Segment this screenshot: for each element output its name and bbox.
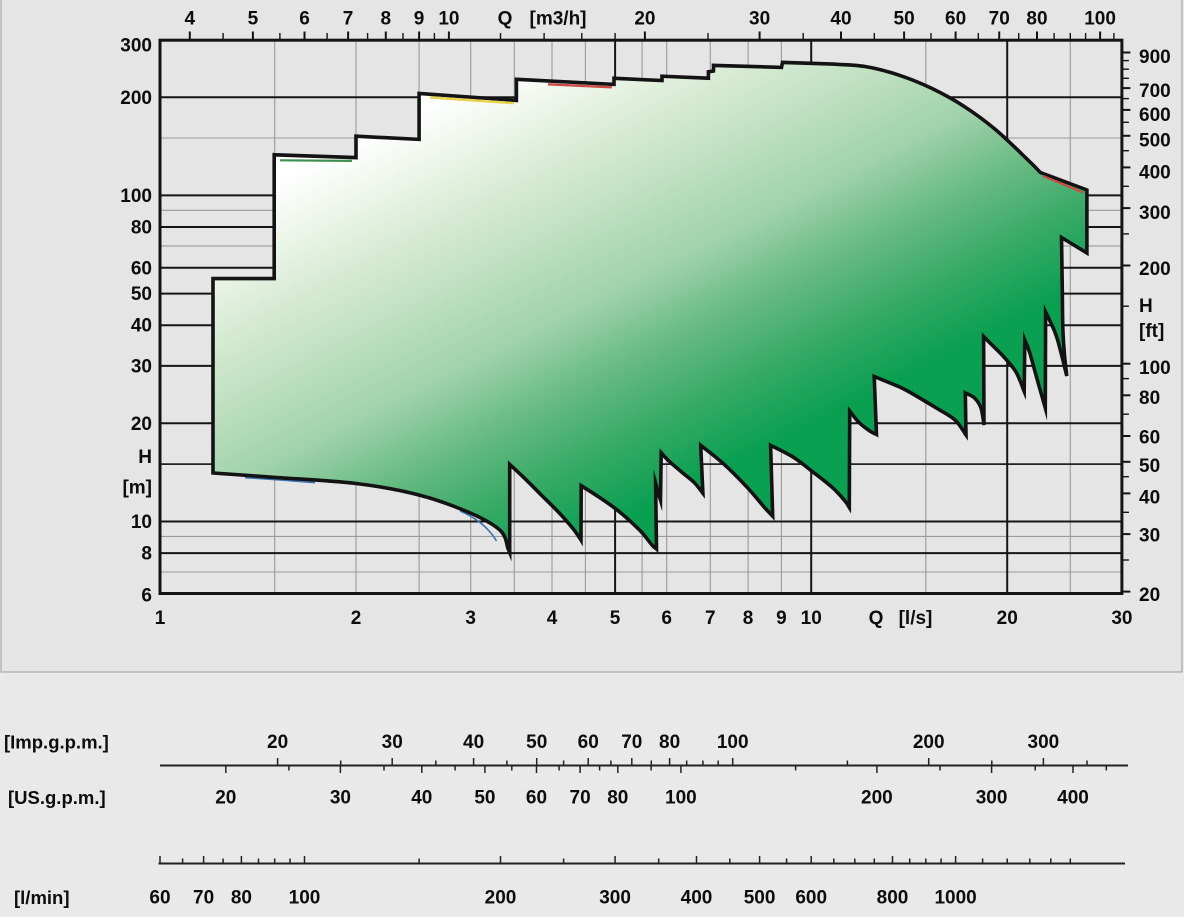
- svg-text:60: 60: [131, 258, 152, 279]
- svg-text:600: 600: [795, 888, 827, 909]
- svg-text:80: 80: [607, 788, 628, 809]
- svg-text:50: 50: [131, 284, 152, 305]
- svg-text:300: 300: [976, 788, 1008, 809]
- svg-text:5: 5: [248, 9, 259, 30]
- svg-text:[l/s]: [l/s]: [899, 608, 933, 629]
- svg-text:60: 60: [149, 888, 170, 909]
- svg-text:300: 300: [1139, 203, 1171, 224]
- svg-text:700: 700: [1139, 81, 1171, 102]
- svg-text:30: 30: [1111, 608, 1132, 629]
- svg-text:60: 60: [945, 9, 966, 30]
- svg-text:50: 50: [1139, 456, 1160, 477]
- svg-text:80: 80: [1026, 9, 1047, 30]
- svg-text:7: 7: [343, 9, 354, 30]
- svg-text:200: 200: [861, 788, 893, 809]
- svg-text:70: 70: [193, 888, 214, 909]
- svg-text:10: 10: [438, 9, 459, 30]
- svg-text:100: 100: [665, 788, 697, 809]
- svg-text:100: 100: [1139, 358, 1171, 379]
- svg-text:5: 5: [610, 608, 621, 629]
- svg-text:[US.g.p.m.]: [US.g.p.m.]: [8, 787, 106, 808]
- svg-text:6: 6: [141, 586, 152, 607]
- svg-text:60: 60: [578, 732, 599, 753]
- svg-text:80: 80: [131, 218, 152, 239]
- svg-text:300: 300: [120, 36, 152, 57]
- svg-text:200: 200: [485, 888, 517, 909]
- svg-text:4: 4: [185, 9, 196, 30]
- svg-text:40: 40: [830, 9, 851, 30]
- svg-text:H: H: [138, 447, 152, 468]
- svg-text:500: 500: [1139, 131, 1171, 152]
- svg-text:40: 40: [411, 788, 432, 809]
- svg-text:80: 80: [231, 888, 252, 909]
- svg-text:70: 70: [570, 788, 591, 809]
- svg-text:20: 20: [215, 788, 236, 809]
- svg-text:80: 80: [659, 732, 680, 753]
- svg-text:600: 600: [1139, 105, 1171, 126]
- svg-text:3: 3: [465, 608, 476, 629]
- svg-text:6: 6: [661, 608, 672, 629]
- svg-text:80: 80: [1139, 388, 1160, 409]
- svg-text:30: 30: [330, 788, 351, 809]
- svg-text:9: 9: [414, 9, 425, 30]
- svg-text:2: 2: [351, 608, 362, 629]
- svg-text:200: 200: [913, 732, 945, 753]
- svg-text:20: 20: [267, 732, 288, 753]
- svg-text:400: 400: [1057, 788, 1089, 809]
- svg-text:500: 500: [744, 888, 776, 909]
- svg-text:100: 100: [289, 888, 321, 909]
- svg-text:[ft]: [ft]: [1139, 321, 1164, 342]
- svg-text:10: 10: [801, 608, 822, 629]
- svg-text:200: 200: [120, 88, 152, 109]
- svg-text:40: 40: [1139, 488, 1160, 509]
- svg-text:Q: Q: [869, 608, 884, 629]
- svg-text:400: 400: [1139, 163, 1171, 184]
- svg-text:7: 7: [705, 608, 716, 629]
- svg-text:200: 200: [1139, 259, 1171, 280]
- svg-text:4: 4: [547, 608, 558, 629]
- svg-text:50: 50: [894, 9, 915, 30]
- svg-text:10: 10: [131, 512, 152, 533]
- svg-text:1000: 1000: [934, 888, 976, 909]
- svg-text:1: 1: [155, 608, 166, 629]
- svg-text:300: 300: [1028, 732, 1060, 753]
- svg-text:100: 100: [120, 186, 152, 207]
- svg-text:900: 900: [1139, 47, 1171, 68]
- svg-text:30: 30: [382, 732, 403, 753]
- svg-text:800: 800: [877, 888, 909, 909]
- svg-text:30: 30: [131, 356, 152, 377]
- svg-text:9: 9: [776, 608, 787, 629]
- svg-text:30: 30: [749, 9, 770, 30]
- svg-text:50: 50: [474, 788, 495, 809]
- svg-text:60: 60: [526, 788, 547, 809]
- svg-text:20: 20: [1139, 585, 1160, 606]
- svg-text:60: 60: [1139, 428, 1160, 449]
- svg-text:40: 40: [131, 316, 152, 337]
- svg-text:100: 100: [717, 732, 749, 753]
- svg-text:H: H: [1139, 296, 1153, 317]
- svg-text:20: 20: [131, 414, 152, 435]
- svg-text:6: 6: [299, 9, 310, 30]
- svg-text:100: 100: [1084, 9, 1116, 30]
- svg-text:[Imp.g.p.m.]: [Imp.g.p.m.]: [4, 732, 109, 753]
- svg-text:20: 20: [997, 608, 1018, 629]
- svg-text:30: 30: [1139, 526, 1160, 547]
- svg-text:50: 50: [526, 732, 547, 753]
- svg-text:8: 8: [381, 9, 392, 30]
- svg-text:8: 8: [743, 608, 754, 629]
- svg-text:[l/min]: [l/min]: [14, 887, 70, 908]
- svg-text:20: 20: [634, 9, 655, 30]
- svg-text:40: 40: [463, 732, 484, 753]
- svg-text:300: 300: [599, 888, 631, 909]
- svg-text:70: 70: [989, 9, 1010, 30]
- svg-text:[m3/h]: [m3/h]: [530, 9, 587, 30]
- svg-text:70: 70: [621, 732, 642, 753]
- svg-text:Q: Q: [498, 9, 513, 30]
- svg-text:400: 400: [681, 888, 713, 909]
- svg-text:[m]: [m]: [122, 478, 152, 499]
- svg-text:8: 8: [141, 544, 152, 565]
